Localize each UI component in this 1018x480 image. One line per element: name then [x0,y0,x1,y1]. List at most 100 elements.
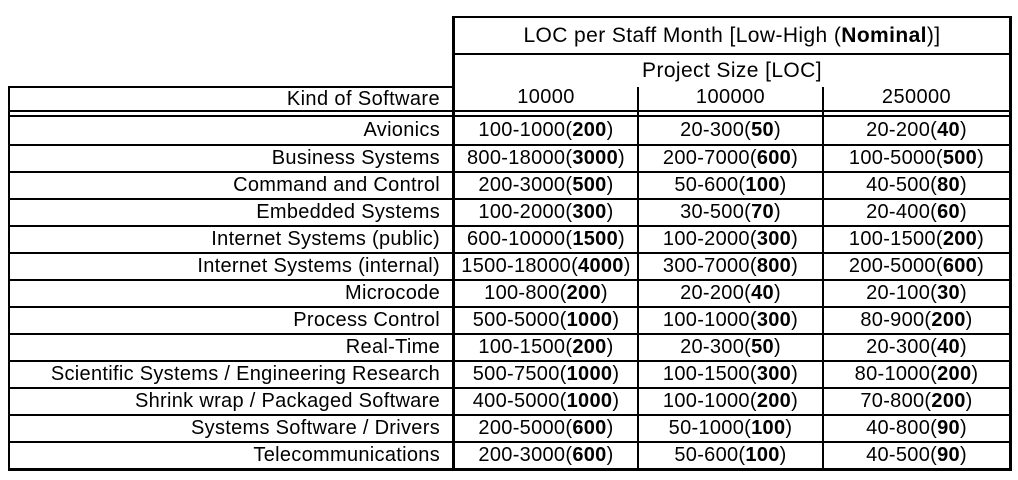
table-row: Process Control 500-5000(1000) 100-1000(30… [8,306,1012,333]
table-row: Avionics 100-1000(200) 20-300(50) 20-200(40… [8,117,1012,144]
row-label: Microcode [8,281,452,306]
row-label: Internet Systems (internal) [8,254,452,279]
data-cell: 50-600(100) [637,443,822,468]
data-cell: 40-800(90) [822,416,1012,441]
table-row: Scientific Systems / Engineering Researc… [8,360,1012,387]
data-cell: 50-600(100) [637,173,822,198]
nominal-value: 800 [756,255,792,277]
nominal-value: 1000 [566,309,613,331]
table-row: Command and Control 200-3000(500) 50-600(1… [8,171,1012,198]
data-cell: 200-3000(600) [452,443,637,468]
data-cell: 70-800(200) [822,389,1012,414]
project-size-header: Project Size [LOC] [642,59,822,82]
size-column-header-10000: 10000 [517,86,575,108]
nominal-value: 4000 [578,255,624,277]
data-cell: 30-500(70) [637,200,822,225]
nominal-value: 50 [751,336,774,358]
nominal-value: 3000 [572,147,619,169]
data-cell: 20-100(30) [822,281,1012,306]
nominal-value: 600 [942,255,978,277]
nominal-value: 200 [931,309,966,331]
nominal-value: 600 [572,444,607,466]
nominal-value: 100 [751,417,786,439]
data-cell: 300-7000(800) [637,254,822,279]
nominal-value: 100 [745,444,780,466]
nominal-value: 80 [937,174,960,196]
data-cell: 80-1000(200) [822,362,1012,387]
nominal-value: 600 [572,417,607,439]
nominal-value: 90 [937,417,960,439]
nominal-value: 300 [756,363,792,385]
nominal-value: 200 [942,228,978,250]
data-cell: 100-1500(300) [637,362,822,387]
data-cell: 400-5000(1000) [452,389,637,414]
row-label: Internet Systems (public) [8,227,452,252]
data-cell: 500-7500(1000) [452,362,637,387]
row-label: Scientific Systems / Engineering Researc… [8,362,452,387]
table-row: Embedded Systems 100-2000(300) 30-500(70) 2… [8,198,1012,225]
size-column-header-250000: 250000 [822,87,1009,110]
row-label: Avionics [8,117,452,144]
header-double-rule [8,110,1012,117]
data-cell: 40-500(90) [822,443,1012,468]
row-label: Systems Software / Drivers [8,416,452,441]
data-cell: 100-5000(500) [822,146,1012,171]
nominal-value: 500 [942,147,978,169]
table-row: Microcode 100-800(200) 20-200(40) 20-100(30… [8,279,1012,306]
table-title-suffix: )] [926,23,941,47]
nominal-value: 1000 [566,390,613,412]
row-label: Command and Control [8,173,452,198]
size-columns-row: 10000 100000 250000 [455,87,1009,110]
nominal-value: 500 [572,174,607,196]
nominal-value: 1500 [572,228,619,250]
nominal-value: 600 [756,147,792,169]
row-label: Real-Time [8,335,452,360]
data-cell: 100-2000(300) [637,227,822,252]
nominal-value: 300 [572,201,607,223]
data-cell: 100-800(200) [452,281,637,306]
table-header: LOC per Staff Month [Low-High (Nominal)]… [8,16,1012,110]
row-label: Telecommunications [8,443,452,468]
loc-productivity-table: LOC per Staff Month [Low-High (Nominal)]… [8,16,1012,471]
nominal-value: 200 [572,336,607,358]
row-label: Shrink wrap / Packaged Software [8,389,452,414]
data-cell: 20-300(50) [637,117,822,144]
data-cell: 20-200(40) [822,117,1012,144]
data-cell: 100-1500(200) [822,227,1012,252]
nominal-value: 200 [937,363,972,385]
table-row: Systems Software / Drivers 200-5000(600) 5… [8,414,1012,441]
table-row: Internet Systems (public) 600-10000(1500)… [8,225,1012,252]
data-cell: 20-400(60) [822,200,1012,225]
data-cell: 50-1000(100) [637,416,822,441]
data-cell: 40-500(80) [822,173,1012,198]
data-cell: 100-1000(200) [452,117,637,144]
table-row: Business Systems 800-18000(3000) 200-7000(… [8,144,1012,171]
nominal-value: 100 [745,174,780,196]
table-row: Telecommunications 200-3000(600) 50-600(10… [8,441,1012,468]
nominal-value: 200 [572,119,607,141]
size-column-header-100000: 100000 [637,87,822,110]
nominal-value: 200 [756,390,792,412]
data-cell: 100-2000(300) [452,200,637,225]
data-cell: 200-5000(600) [822,254,1012,279]
data-cell: 100-1000(300) [637,308,822,333]
nominal-value: 50 [751,119,774,141]
data-cell: 20-300(40) [822,335,1012,360]
data-cell: 800-18000(3000) [452,146,637,171]
data-cell: 80-900(200) [822,308,1012,333]
nominal-value: 300 [756,309,792,331]
data-cell: 100-1000(200) [637,389,822,414]
row-label: Process Control [8,308,452,333]
data-cell: 600-10000(1500) [452,227,637,252]
row-label: Business Systems [8,146,452,171]
data-cell: 100-1500(200) [452,335,637,360]
table-title-prefix: LOC per Staff Month [Low-High ( [523,23,842,47]
nominal-value: 30 [937,282,960,304]
row-label: Embedded Systems [8,200,452,225]
nominal-value: 40 [937,336,960,358]
nominal-value: 40 [751,282,774,304]
data-cell: 1500-18000(4000) [452,254,637,279]
data-cell: 20-200(40) [637,281,822,306]
data-cell: 200-7000(600) [637,146,822,171]
